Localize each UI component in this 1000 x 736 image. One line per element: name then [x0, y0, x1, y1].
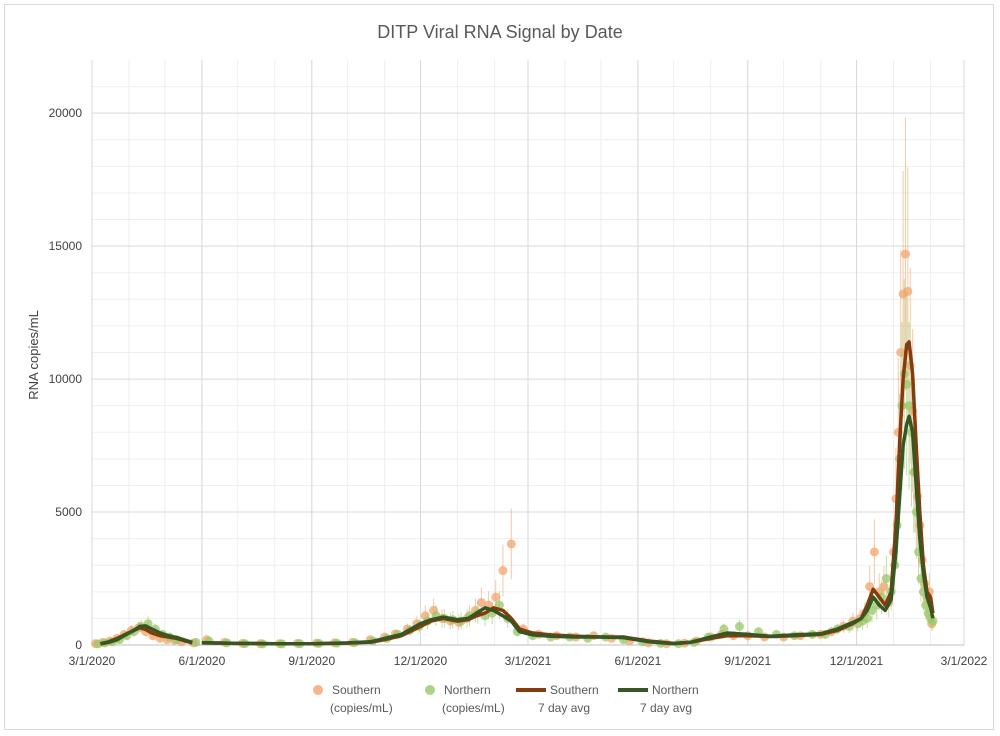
chart-frame	[4, 4, 994, 730]
data-point	[491, 592, 501, 602]
y-tick-label: 10000	[49, 372, 83, 386]
y-tick-label: 0	[75, 638, 82, 652]
data-point	[498, 566, 508, 576]
x-tick-label: 3/1/2022	[941, 654, 988, 668]
x-tick-label: 6/1/2021	[615, 654, 662, 668]
x-tick-label: 9/1/2021	[724, 654, 771, 668]
legend-label: 7 day avg	[640, 701, 692, 715]
data-point	[191, 637, 201, 647]
legend-marker	[425, 685, 435, 695]
y-ticks: 0 5000 10000 15000 20000	[49, 106, 83, 652]
data-point	[869, 547, 879, 557]
data-point	[900, 249, 910, 259]
legend: Southern (copies/mL) Northern (copies/mL) So…	[313, 683, 699, 715]
x-tick-label: 12/1/2021	[830, 654, 884, 668]
series-line	[201, 414, 935, 646]
legend-label: Southern	[332, 683, 381, 697]
legend-label: 7 day avg	[538, 701, 590, 715]
legend-label: (copies/mL)	[330, 701, 393, 715]
x-ticks: 3/1/2020 6/1/2020 9/1/2020 12/1/2020 3/1/202…	[69, 654, 988, 668]
data-point	[719, 624, 729, 634]
data-point	[734, 621, 744, 631]
data-point	[928, 616, 938, 626]
data-point	[506, 539, 516, 549]
y-tick-label: 15000	[49, 239, 83, 253]
chart-title: DITP Viral RNA Signal by Date	[377, 22, 622, 42]
data-point	[476, 597, 486, 607]
y-tick-label: 5000	[55, 505, 82, 519]
x-tick-label: 3/1/2020	[69, 654, 116, 668]
legend-label: Northern	[652, 683, 699, 697]
x-tick-label: 3/1/2021	[505, 654, 552, 668]
y-axis-label: RNA copies/mL	[26, 310, 41, 400]
legend-label: Northern	[444, 683, 491, 697]
x-tick-label: 12/1/2020	[394, 654, 448, 668]
series-line	[100, 624, 193, 646]
grid	[91, 60, 965, 646]
data-point	[881, 574, 891, 584]
legend-marker	[313, 685, 323, 695]
y-tick-label: 20000	[49, 106, 83, 120]
legend-label: (copies/mL)	[442, 701, 505, 715]
data-point	[904, 401, 914, 411]
x-tick-label: 6/1/2020	[179, 654, 226, 668]
plot-area	[91, 117, 938, 649]
data-point	[879, 582, 889, 591]
data-point	[93, 639, 103, 649]
x-tick-label: 9/1/2020	[288, 654, 335, 668]
legend-label: Southern	[550, 683, 599, 697]
